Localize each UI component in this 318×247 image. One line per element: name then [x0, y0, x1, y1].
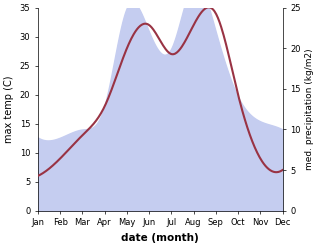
X-axis label: date (month): date (month) — [121, 233, 199, 243]
Y-axis label: med. precipitation (kg/m2): med. precipitation (kg/m2) — [305, 48, 314, 170]
Y-axis label: max temp (C): max temp (C) — [4, 75, 14, 143]
